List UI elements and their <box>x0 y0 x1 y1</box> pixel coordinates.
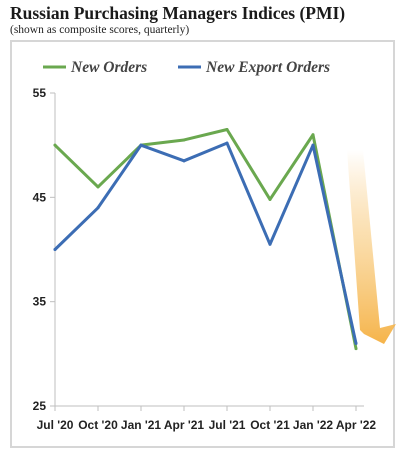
chart-legend: New Orders New Export Orders <box>43 59 330 76</box>
series-line-1 <box>53 141 358 345</box>
legend-label: New Orders <box>70 59 147 76</box>
data-point <box>268 242 272 246</box>
series-line-0 <box>53 128 358 351</box>
data-point <box>225 141 229 145</box>
chart-series <box>53 128 358 351</box>
chart-frame <box>10 40 395 448</box>
x-tick-label: Oct '20 <box>78 418 118 432</box>
x-tick-label: Jul '21 <box>209 418 246 432</box>
y-tick-label: 25 <box>33 399 47 413</box>
data-point <box>53 143 57 147</box>
data-point <box>354 347 358 351</box>
data-point <box>354 341 358 345</box>
x-tick-label: Apr '21 <box>164 418 205 432</box>
downward-trend-arrow <box>347 150 396 344</box>
y-tick-label: 45 <box>33 190 47 204</box>
x-tick-label: Jan '22 <box>293 418 334 432</box>
chart-title: Russian Purchasing Managers Indices (PMI… <box>10 3 346 23</box>
data-point <box>311 143 315 147</box>
x-tick-label: Apr '22 <box>336 418 377 432</box>
x-tick-label: Jul '20 <box>37 418 74 432</box>
y-tick-label: 35 <box>33 295 47 309</box>
data-point <box>96 206 100 210</box>
data-point <box>139 143 143 147</box>
data-point <box>96 185 100 189</box>
data-point <box>182 138 186 142</box>
legend-label: New Export Orders <box>205 59 330 76</box>
chart-subtitle: (shown as composite scores, quarterly) <box>10 24 190 36</box>
y-tick-label: 55 <box>33 86 47 100</box>
data-point <box>311 133 315 137</box>
chart-axes: 25 35 45 55 Jul '20 Oct '20 Jan '21 Apr '21 Jul … <box>33 86 377 432</box>
x-tick-label: Jan '21 <box>121 418 162 432</box>
data-point <box>225 128 229 132</box>
data-point <box>268 197 272 201</box>
x-tick-label: Oct '21 <box>250 418 290 432</box>
data-point <box>53 248 57 251</box>
arrow-shape <box>347 150 396 344</box>
data-point <box>182 159 186 163</box>
